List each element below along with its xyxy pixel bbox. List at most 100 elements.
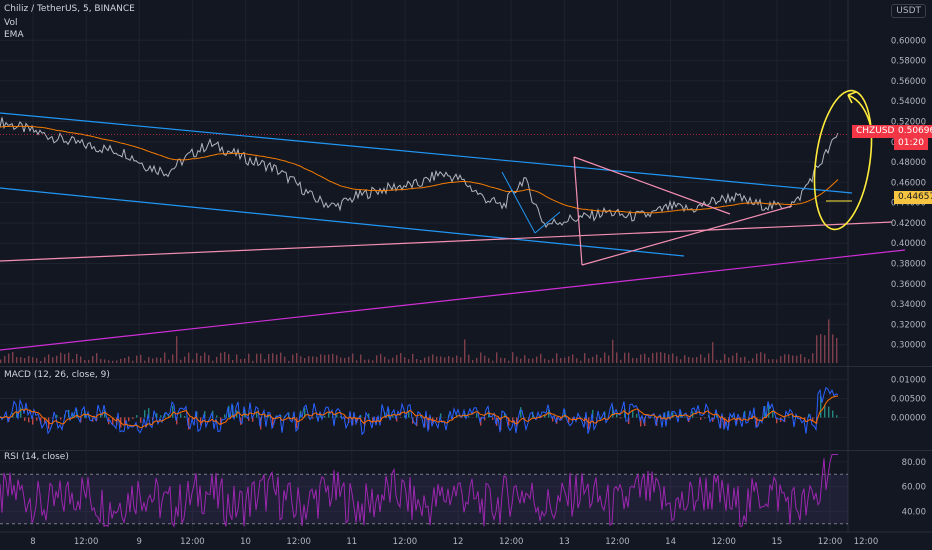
volume-bar xyxy=(332,353,334,363)
volume-bar xyxy=(600,357,602,363)
volume-bar xyxy=(712,342,714,363)
macd-histogram-bar xyxy=(44,417,46,424)
volume-bar xyxy=(520,358,522,363)
volume-bar xyxy=(568,356,570,363)
macd-histogram-bar xyxy=(592,409,594,418)
volume-bar xyxy=(296,353,298,363)
volume-bar xyxy=(220,352,222,363)
volume-bar xyxy=(492,360,494,363)
level-price-tag: 0.44657 xyxy=(894,191,932,204)
volume-bar xyxy=(284,356,286,363)
volume-bar xyxy=(300,356,302,363)
macd-histogram-bar xyxy=(224,414,226,418)
macd-histogram-bar xyxy=(148,408,150,418)
volume-bar xyxy=(700,354,702,363)
volume-bar xyxy=(272,353,274,363)
macd-histogram-bar xyxy=(24,417,26,421)
macd-histogram-bar xyxy=(600,416,602,418)
macd-histogram-bar xyxy=(72,412,74,418)
volume-bar xyxy=(132,360,134,363)
volume-bar xyxy=(276,354,278,363)
volume-bar xyxy=(828,319,830,363)
volume-bar xyxy=(4,356,6,363)
macd-pane xyxy=(0,386,839,436)
volume-bar xyxy=(84,360,86,363)
macd-histogram-bar xyxy=(516,417,518,427)
macd-histogram-bar xyxy=(640,417,642,427)
volume-bar xyxy=(744,356,746,363)
time-axis-tick: 11 xyxy=(346,537,357,547)
macd-histogram-bar xyxy=(524,417,526,419)
time-axis-tick: 12:00 xyxy=(605,537,630,547)
volume-bar xyxy=(100,359,102,363)
currency-unit-button[interactable]: USDT xyxy=(891,4,926,18)
volume-bar xyxy=(796,355,798,363)
volume-bar xyxy=(708,353,710,363)
volume-bar xyxy=(148,357,150,363)
macd-histogram-bar xyxy=(740,417,742,419)
volume-bar xyxy=(564,357,566,363)
volume-bar xyxy=(364,359,366,363)
macd-line xyxy=(0,386,839,436)
volume-bar xyxy=(240,359,242,363)
macd-histogram-bar xyxy=(240,417,242,425)
volume-bar xyxy=(536,356,538,363)
macd-histogram-bar xyxy=(400,417,402,418)
macd-axis-tick: 0.01000 xyxy=(891,375,926,385)
macd-legend[interactable]: MACD (12, 26, close, 9) xyxy=(4,370,110,380)
time-axis-tick: 12:00 xyxy=(499,537,524,547)
macd-histogram-bar xyxy=(128,417,130,422)
volume-bar xyxy=(280,352,282,363)
symbol-title[interactable]: Chiliz / TetherUS, 5, BINANCE xyxy=(4,4,135,14)
macd-histogram-bar xyxy=(492,417,494,420)
macd-histogram-bar xyxy=(476,413,478,418)
volume-bar xyxy=(524,355,526,363)
macd-histogram-bar xyxy=(104,410,106,418)
macd-histogram-bar xyxy=(360,415,362,418)
macd-histogram-bar xyxy=(188,417,190,430)
volume-bar xyxy=(340,357,342,363)
macd-histogram-bar xyxy=(204,411,206,418)
volume-bar xyxy=(540,353,542,363)
price-axis-tick: 0.54000 xyxy=(891,97,926,107)
volume-bar xyxy=(624,352,626,363)
rsi-legend[interactable]: RSI (14, close) xyxy=(4,452,69,462)
time-axis-tick: 8 xyxy=(30,537,35,547)
macd-histogram-bar xyxy=(408,411,410,418)
time-axis-tick: 13 xyxy=(559,537,570,547)
macd-histogram-bar xyxy=(588,417,590,430)
macd-histogram-bar xyxy=(372,417,374,424)
vol-legend[interactable]: Vol xyxy=(4,18,18,28)
volume-bar xyxy=(372,360,374,363)
macd-histogram-bar xyxy=(28,417,30,423)
volume-bar xyxy=(736,352,738,363)
volume-bar xyxy=(196,353,198,363)
volume-bar xyxy=(496,352,498,363)
volume-bar xyxy=(704,357,706,363)
volume-bar xyxy=(380,353,382,363)
ema-legend[interactable]: EMA xyxy=(4,30,24,40)
macd-histogram-bar xyxy=(124,417,126,424)
price-axis-tick: 0.48000 xyxy=(891,158,926,168)
macd-histogram-bar xyxy=(192,417,194,420)
volume-bar xyxy=(684,355,686,363)
volume-bar xyxy=(632,357,634,363)
macd-histogram-bar xyxy=(632,410,634,418)
macd-histogram-bar xyxy=(356,417,358,423)
volume-bar xyxy=(112,360,114,363)
macd-histogram-bar xyxy=(628,417,630,424)
volume-bar xyxy=(232,360,234,363)
volume-bar xyxy=(664,353,666,363)
macd-histogram-bar xyxy=(212,410,214,418)
volume-bar xyxy=(204,352,206,363)
volume-bar xyxy=(124,358,126,363)
volume-bar xyxy=(104,359,106,363)
macd-histogram-bar xyxy=(16,410,18,418)
volume-bar xyxy=(760,352,762,363)
macd-histogram-bar xyxy=(508,417,510,426)
volume-bar xyxy=(308,356,310,363)
macd-histogram-bar xyxy=(172,405,174,418)
macd-histogram-bar xyxy=(504,413,506,418)
price-axis-tick: 0.60000 xyxy=(891,36,926,46)
